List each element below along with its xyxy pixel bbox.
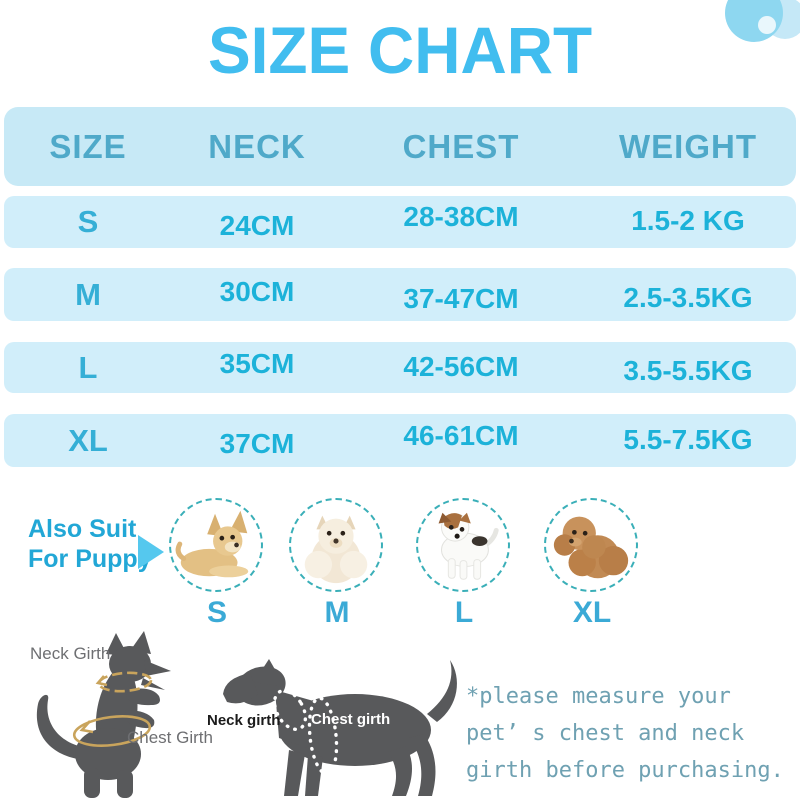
size-value: S <box>77 204 99 239</box>
side-dog-silhouette <box>223 659 457 796</box>
puppy-size-label: XL <box>572 596 612 629</box>
chest-girth-label: Chest girth <box>311 711 391 728</box>
table-row: L 35CM 42-56CM 3.5-5.5KG <box>4 342 796 393</box>
also-suit-line2: For Puppy <box>28 545 152 573</box>
neck-value: 24CM <box>219 210 295 241</box>
pomeranian-dog-image <box>304 515 368 584</box>
neck-girth-label: Neck girth <box>207 712 281 729</box>
dog-photo-frame <box>544 498 638 592</box>
weight-value: 3.5-5.5KG <box>623 354 753 386</box>
measurement-diagram-side-dog: Neck girth Chest girth <box>205 650 475 800</box>
dog-photo-frame <box>169 498 263 592</box>
neck-girth-label: Neck Girth <box>30 644 111 663</box>
weight-value: 2.5-3.5KG <box>623 281 753 313</box>
girth-dotted-lines <box>272 688 339 776</box>
column-header-chest: CHEST <box>402 127 520 165</box>
chest-value: 42-56CM <box>403 350 519 382</box>
column-header-size: SIZE <box>49 127 127 165</box>
puppy-example-xl: XL <box>544 498 640 629</box>
neck-value: 37CM <box>219 427 295 459</box>
weight-value: 1.5-2 KG <box>631 205 745 236</box>
dog-photo-frame <box>289 498 383 592</box>
note-line: *please measure your <box>466 684 731 709</box>
also-suit-line1: Also Suit <box>28 515 137 543</box>
puppy-example-m: M <box>289 498 385 629</box>
chest-girth-label: Chest Girth <box>127 728 213 747</box>
table-row: S 24CM 28-38CM 1.5-2 KG <box>4 196 796 248</box>
table-row: M 30CM 37-47CM 2.5-3.5KG <box>4 268 796 321</box>
girth-measure-lines <box>72 671 153 747</box>
size-value: M <box>75 276 101 312</box>
chest-value: 37-47CM <box>403 282 519 314</box>
size-value: XL <box>68 422 108 458</box>
puppy-size-label: M <box>324 596 350 629</box>
jack-russell-dog-image <box>438 512 499 580</box>
measurement-diagram-standing-pet: Neck Girth Chest Girth <box>20 628 240 800</box>
column-header-weight: WEIGHT <box>619 127 757 165</box>
chest-value: 46-61CM <box>403 419 519 451</box>
weight-value: 5.5-7.5KG <box>623 423 753 455</box>
also-suit-label: Also Suit For Puppy <box>28 514 152 574</box>
measure-note: *please measure your pet’ s chest and ne… <box>466 678 800 789</box>
neck-value: 30CM <box>219 275 295 307</box>
poodle-dog-image <box>553 516 629 579</box>
chihuahua-dog-image <box>175 510 249 578</box>
bubble-decoration-icon <box>725 0 800 42</box>
column-header-neck: NECK <box>208 127 306 165</box>
page-title: SIZE CHART <box>207 13 593 87</box>
puppy-size-label: L <box>454 596 474 629</box>
note-line: pet’ s chest and neck <box>466 721 745 746</box>
note-line: girth before purchasing. <box>466 758 784 783</box>
puppy-size-label: S <box>206 596 227 629</box>
standing-pet-silhouette <box>36 631 171 798</box>
dog-photo-frame <box>416 498 510 592</box>
arrow-right-icon <box>138 535 164 569</box>
table-header-row: SIZE NECK CHEST WEIGHT <box>4 107 796 186</box>
chest-value: 28-38CM <box>403 201 519 232</box>
neck-value: 35CM <box>219 347 295 379</box>
puppy-example-s: S <box>169 498 265 629</box>
size-value: L <box>78 349 98 385</box>
puppy-example-l: L <box>416 498 512 629</box>
table-row: XL 37CM 46-61CM 5.5-7.5KG <box>4 414 796 467</box>
